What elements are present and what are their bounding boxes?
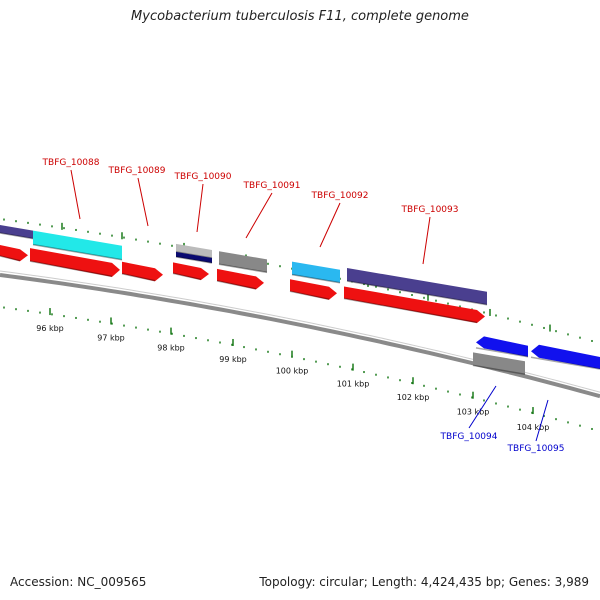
class-block-gray-shadow [218, 263, 268, 274]
gene-leader-line [137, 177, 149, 227]
cds-arrow-forward [289, 279, 337, 301]
length-text: Length: 4,424,435 bp; [371, 575, 506, 589]
class-block-gray [218, 251, 268, 274]
feature-tracks [0, 225, 600, 375]
cds-arrow-forward [29, 248, 120, 278]
cds-arrow-forward [0, 245, 28, 262]
gene-label: TBFG_10091 [243, 181, 301, 191]
cds-arrow-reverse-shadow [530, 356, 600, 370]
gene-leader-line [422, 216, 431, 265]
genes-count-text: Genes: 3,989 [508, 575, 589, 589]
cds-arrow-reverse-body [476, 336, 528, 357]
cds-arrow-forward-shadow [0, 255, 21, 262]
cds-arrow-forward [216, 268, 264, 290]
cds-arrow-reverse-shadow [475, 347, 529, 358]
scale-tick-label: 103 kbp [457, 408, 490, 417]
scale-tick-label: 101 kbp [337, 380, 370, 389]
class-block-slate-2-body [347, 267, 487, 305]
gene-leader-line [245, 192, 273, 239]
class-block-gray-reverse-shadow [472, 364, 526, 375]
cds-arrow-forward-body [122, 261, 163, 282]
class-block-navy-body [176, 251, 212, 264]
cds-arrow-forward-body [290, 279, 337, 300]
gene-label: TBFG_10095 [507, 444, 565, 454]
cds-arrow-forward-shadow [121, 273, 156, 282]
gene-leader-line [319, 202, 341, 248]
gene-leader-line [468, 385, 497, 429]
class-block-cyan-shadow [32, 243, 123, 261]
class-block-navy [175, 251, 213, 264]
cds-arrow-forward-shadow [343, 297, 478, 324]
gene-label: TBFG_10092 [311, 191, 369, 201]
gene-leader-line [70, 169, 81, 220]
inner-tick-ring [3, 306, 593, 430]
class-block-slate-2-shadow [346, 280, 488, 306]
cds-arrow-reverse-body [531, 344, 600, 369]
scale-tick-label: 104 kbp [517, 423, 550, 432]
scale-labels: 96 kbp 97 kbp 98 kbp 99 kbp 100 kbp 101 kbp 10… [36, 324, 549, 432]
gene-labels: TBFG_10088 TBFG_10089 TBFG_10090 TBFG_10091… [42, 158, 565, 454]
class-block-slate [0, 225, 34, 240]
scale-tick-label: 99 kbp [219, 355, 247, 364]
scale-tick-label: 98 kbp [157, 344, 185, 353]
cds-arrow-forward [343, 286, 485, 324]
cds-arrow-forward-shadow [289, 290, 330, 301]
cds-arrow-forward-body [344, 286, 485, 323]
cds-arrow-forward-body [173, 262, 209, 281]
class-block-sky-body [292, 261, 340, 283]
class-block-sky-shadow [291, 273, 341, 284]
gene-label: TBFG_10090 [174, 172, 232, 182]
class-block-sky [291, 261, 341, 284]
cds-arrow-forward [172, 262, 209, 281]
accession-text: Accession: NC_009565 [10, 575, 147, 589]
class-block-gray-reverse [472, 352, 526, 375]
cds-arrow-forward-body [30, 248, 120, 277]
scale-tick-label: 97 kbp [97, 333, 125, 342]
class-block-gray-body [219, 251, 267, 273]
map-title: Mycobacterium tuberculosis F11, complete… [131, 9, 469, 24]
gene-leader-line [535, 399, 549, 442]
cds-arrow-forward-body [217, 268, 264, 290]
topology-text: Topology: circular; [259, 575, 368, 589]
cds-arrow-forward-body [0, 245, 28, 262]
cds-arrow-reverse [475, 336, 529, 358]
class-block-slate-2 [346, 267, 488, 306]
class-block-cyan-body [33, 230, 122, 260]
gene-label: TBFG_10094 [440, 432, 498, 442]
cds-arrow-reverse [530, 344, 600, 370]
gene-label: TBFG_10093 [401, 205, 459, 215]
cds-arrow-forward-shadow [29, 260, 113, 278]
class-block-lightgray-body [176, 243, 212, 259]
gene-leader-line [196, 183, 204, 233]
scale-tick-label: 100 kbp [276, 367, 309, 376]
class-block-cyan [32, 230, 123, 261]
scale-tick-label: 102 kbp [397, 393, 430, 402]
scale-tick-label: 96 kbp [36, 324, 64, 333]
class-block-navy-shadow [175, 256, 213, 264]
class-block-gray-reverse-body [473, 352, 525, 375]
class-block-slate-shadow [0, 232, 34, 240]
gene-label: TBFG_10088 [42, 158, 100, 168]
cds-arrow-forward-shadow [172, 272, 202, 281]
cds-arrow-forward [121, 261, 163, 282]
cds-arrow-forward-shadow [216, 280, 257, 290]
genome-summary: Topology: circular; Length: 4,424,435 bp… [259, 575, 589, 589]
gene-label: TBFG_10089 [108, 166, 166, 176]
class-block-slate-body [0, 225, 33, 239]
